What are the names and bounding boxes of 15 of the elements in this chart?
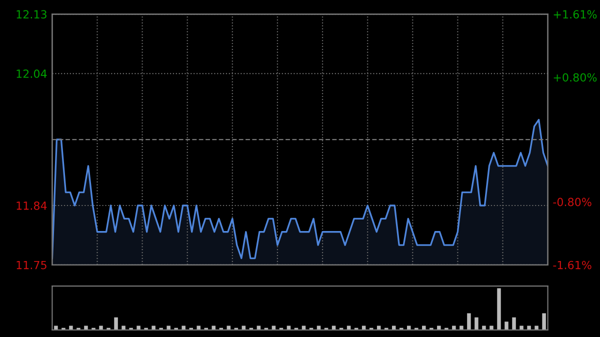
- y2-tick-label: -1.61%: [553, 260, 592, 270]
- y2-tick-label: -0.80%: [553, 198, 592, 206]
- bar: [497, 288, 501, 330]
- y2-tick-label: +1.61%: [554, 10, 597, 19]
- y2-tick-label: +0.80%: [554, 73, 597, 82]
- y-tick-label: 12.04: [16, 70, 47, 78]
- bar: [474, 317, 478, 330]
- bar: [542, 313, 546, 330]
- bar: [467, 313, 471, 330]
- y-tick-label: 11.75: [16, 261, 46, 270]
- bar: [512, 317, 516, 330]
- y-tick-label: 12.13: [16, 10, 46, 19]
- bar: [114, 317, 118, 330]
- y-tick-label: 11.84: [16, 201, 47, 210]
- bar: [504, 322, 508, 330]
